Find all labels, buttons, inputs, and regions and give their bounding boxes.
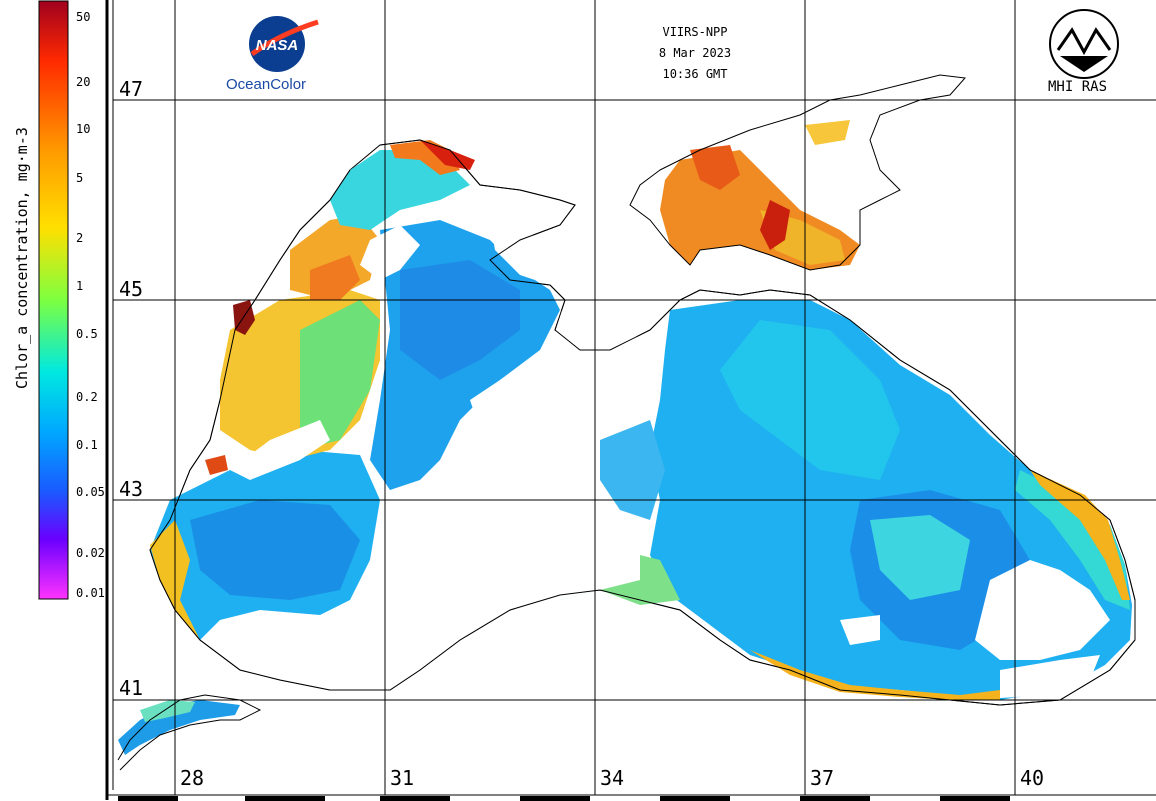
coastlines [117, 74, 1136, 771]
lat-label: 45 [117, 277, 146, 301]
colorbar-tick: 0.5 [76, 327, 98, 341]
colorbar-tick: 1 [76, 279, 84, 293]
nasa-logo: NASA [249, 16, 319, 72]
bottom-ruler [107, 794, 1156, 801]
left-ruler [105, 0, 114, 800]
colorbar-tick: 0.05 [76, 485, 105, 499]
nasa-caption: OceanColor [226, 76, 307, 93]
colorbar-tick: 50 [76, 10, 91, 24]
lat-label: 43 [117, 477, 146, 501]
colorbar-tick: 0.2 [76, 390, 98, 404]
colorbar-tick: 20 [76, 75, 91, 89]
graticule [113, 0, 1156, 795]
colorbar-tick: 0.1 [76, 438, 98, 452]
lon-label: 28 [178, 766, 207, 790]
lon-label: 31 [388, 766, 417, 790]
colorbar-tick: 2 [76, 231, 84, 245]
colorbar-tick: 5 [76, 171, 84, 185]
sensor-label: VIIRS-NPP [662, 25, 728, 39]
colorbar [38, 0, 69, 600]
colorbar-tick: 0.02 [76, 546, 105, 560]
lon-label: 34 [598, 766, 627, 790]
lon-label: 37 [808, 766, 837, 790]
date-label: 8 Mar 2023 [658, 46, 732, 60]
time-label: 10:36 GMT [662, 67, 728, 81]
lat-label: 47 [117, 77, 146, 101]
mhi-caption: MHI RAS [1048, 79, 1108, 95]
colorbar-tick: 10 [76, 122, 91, 136]
svg-text:NASA: NASA [256, 37, 299, 54]
lon-label: 40 [1018, 766, 1047, 790]
mhi-ras-logo [1049, 9, 1119, 79]
colorbar-title: Chlor_a concentration, mg·m-3 [13, 127, 31, 389]
lat-label: 41 [117, 676, 146, 700]
colorbar-tick: 0.01 [76, 586, 105, 600]
